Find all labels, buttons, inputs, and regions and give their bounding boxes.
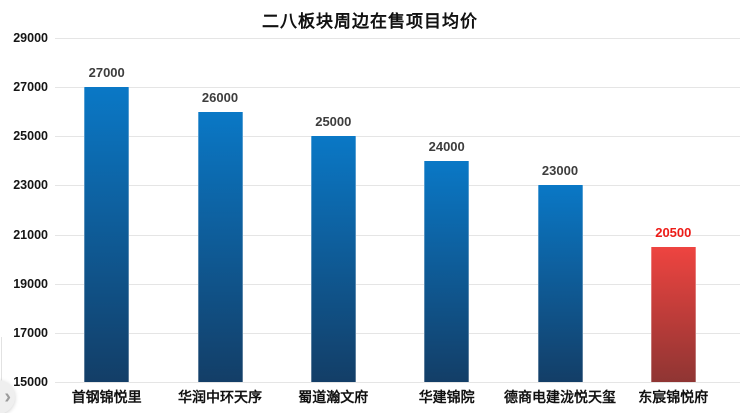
y-axis-tick-label: 21000 [13, 227, 48, 242]
x-axis-category-label: 华润中环天序 [178, 389, 262, 405]
x-axis-category-label: 东宸锦悦府 [638, 389, 709, 405]
bar-value-label: 25000 [315, 114, 352, 130]
y-axis-tick-label: 29000 [13, 31, 48, 45]
chart-title: 二八板块周边在售项目均价 [262, 12, 478, 31]
bar-value-label: 26000 [201, 89, 239, 105]
bar [424, 160, 470, 382]
bar-value-label: 27000 [88, 65, 125, 81]
page-edge-line [1, 337, 2, 383]
x-axis-category-label: 蜀道瀚文府 [298, 389, 369, 405]
bar [84, 87, 130, 382]
bar [197, 111, 243, 382]
x-axis-category-label: 德商电建泷悦天玺 [504, 389, 616, 405]
gridline [55, 87, 740, 89]
bar-value-label: 20500 [655, 224, 692, 240]
gridline [55, 38, 740, 39]
x-axis-category-label: 首钢锦悦里 [71, 389, 142, 405]
bar-highlighted [650, 246, 696, 382]
y-axis-tick-label: 27000 [13, 80, 48, 95]
gridline [55, 283, 740, 285]
gridline [55, 382, 740, 383]
bar [310, 136, 356, 382]
gridline [55, 136, 740, 138]
gridline [55, 234, 740, 236]
y-axis-tick-label: 17000 [13, 325, 48, 340]
y-axis-tick-label: 25000 [13, 129, 48, 144]
bar-value-label: 23000 [541, 163, 579, 179]
y-axis-tick-label: 23000 [13, 178, 48, 193]
gridline [55, 332, 740, 334]
chevron-right-icon: › [4, 386, 11, 408]
gridline [55, 185, 740, 187]
y-axis-tick-label: 19000 [13, 276, 48, 291]
x-axis-category-label: 华建锦院 [418, 389, 475, 405]
bar-value-label: 24000 [428, 138, 465, 154]
bar [537, 185, 583, 382]
carousel-next-button[interactable]: › [0, 380, 15, 413]
y-axis-tick-label: 15000 [13, 375, 48, 389]
